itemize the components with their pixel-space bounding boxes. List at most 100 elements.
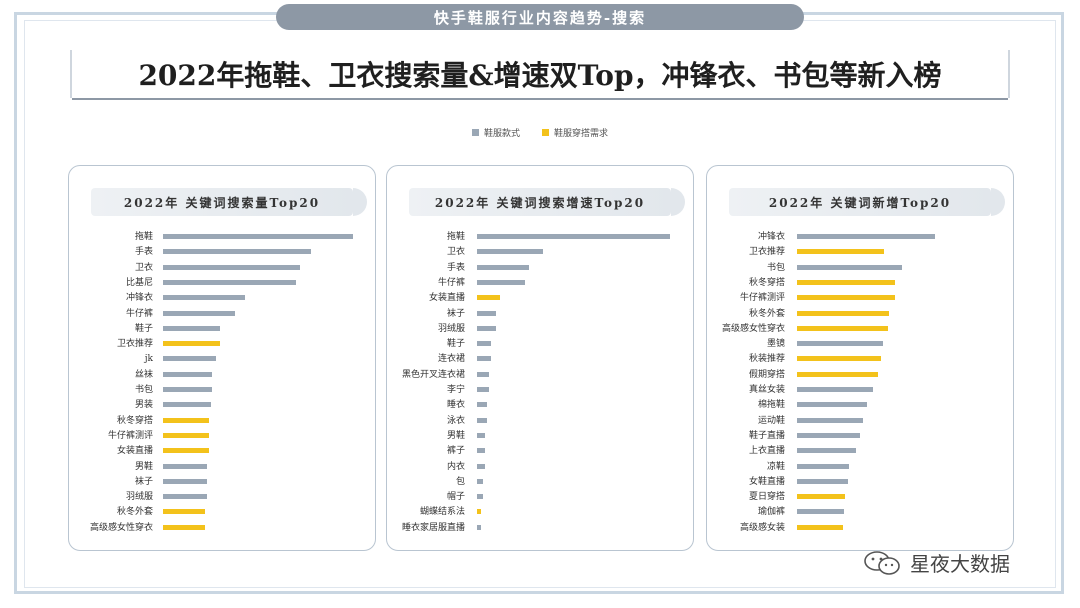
bar-label: 卫衣 [446, 247, 465, 258]
bar [477, 279, 526, 285]
bar-label: 裤子 [446, 446, 465, 457]
legend-label-style: 鞋服款式 [483, 129, 520, 139]
bar [797, 478, 849, 484]
bar [477, 387, 489, 392]
bar-label: 比基尼 [125, 277, 153, 288]
bar [797, 371, 879, 377]
bar-label: 书包 [766, 262, 785, 273]
bar-label: 女装直播 [428, 293, 465, 304]
bar [797, 524, 843, 530]
bar-label: 凉鞋 [766, 461, 785, 472]
bar-label: 睡衣家居服直播 [401, 522, 465, 533]
headline-right-edge [1008, 50, 1010, 98]
bar [477, 371, 489, 377]
bar [797, 402, 868, 408]
headline-text: 2022年拖鞋、卫衣搜索量&增速双Top，冲锋衣、书包等新入榜 [138, 59, 942, 92]
bar-label: jk [144, 354, 153, 365]
bar [163, 341, 220, 347]
chart-title-search-volume: 2022年 关键词搜索量Top20 [91, 188, 353, 216]
bar-label: 卫衣 [134, 262, 153, 273]
bar [163, 494, 207, 500]
bar [163, 279, 296, 285]
bar [797, 463, 850, 469]
bar-label: 羽绒服 [437, 323, 465, 334]
bar-label: 手表 [446, 262, 465, 273]
bar [477, 325, 497, 331]
bar [477, 249, 543, 255]
bar [797, 325, 889, 331]
bar-label: 袜子 [134, 476, 153, 487]
bar-label: 鞋子 [134, 323, 153, 334]
bar-label: 拖鞋 [446, 232, 465, 242]
bar-label: 棉拖鞋 [757, 400, 785, 411]
bar [797, 295, 895, 301]
bar [477, 356, 491, 362]
legend-swatch-demand [542, 129, 549, 136]
bar [797, 494, 846, 500]
bar [163, 249, 312, 255]
bar [477, 341, 491, 347]
bar-label: 黑色开叉连衣裙 [401, 369, 465, 380]
bar [477, 524, 481, 530]
bar-label: 书包 [134, 385, 153, 395]
legend-label-demand: 鞋服穿搭需求 [554, 129, 609, 139]
bar [477, 463, 485, 469]
legend-swatch-style [471, 129, 479, 136]
bar-label: 羽绒服 [125, 492, 153, 503]
chart-title-tail [991, 188, 1005, 216]
bar-label: 泳衣 [446, 415, 465, 426]
bar-label: 上衣直播 [748, 446, 785, 457]
bar [163, 463, 207, 469]
chart-panel-search-volume: 2022年 关键词搜索量Top20 拖鞋 手表 卫衣 比基尼 冲锋衣 牛仔裤 鞋子 卫衣推荐 j… [68, 165, 376, 551]
bar-label: 假期穿搭 [748, 369, 785, 380]
bar-label: 秋冬外套 [748, 308, 785, 319]
legend: 鞋服款式 鞋服穿搭需求 [0, 126, 1080, 139]
bar-label: 袜子 [446, 308, 465, 319]
bar [797, 279, 895, 285]
bar [797, 264, 902, 270]
bar [477, 402, 487, 408]
bar [797, 341, 883, 347]
bar-label: 帽子 [446, 492, 465, 503]
bar-label: 包 [455, 476, 465, 487]
bar-label: 睡衣 [446, 400, 465, 411]
bar [163, 417, 209, 423]
bar [163, 402, 211, 408]
bar-label: 男装 [134, 400, 153, 411]
bar [797, 509, 844, 515]
legend-item-style: 鞋服款式 [471, 126, 520, 139]
chart-panel-new-keywords: 2022年 关键词新增Top20 冲锋衣 卫衣推荐 书包 秋冬穿搭 牛仔裤测评 秋冬外套高… [706, 165, 1014, 551]
chart-title-search-growth: 2022年 关键词搜索增速Top20 [409, 188, 671, 216]
bar-label: 夏日穿搭 [748, 492, 785, 503]
bar-label: 鞋子直播 [748, 430, 785, 441]
bar [477, 234, 670, 239]
bar-label: 冲锋衣 [757, 232, 785, 242]
bar-label: 高级感女性穿衣 [721, 323, 785, 334]
bar [477, 432, 485, 438]
bar-label: 女鞋直播 [748, 476, 785, 487]
bar-label: 牛仔裤 [437, 277, 465, 288]
bar [163, 234, 353, 239]
bar-label: 手表 [134, 247, 153, 258]
headline: 2022年拖鞋、卫衣搜索量&增速双Top，冲锋衣、书包等新入榜 [72, 50, 1008, 100]
bar [797, 234, 935, 239]
bar [477, 295, 501, 301]
bar-label: 男鞋 [446, 430, 465, 441]
section-title: 快手鞋服行业内容趋势-搜索 [433, 8, 647, 27]
bar-label: 秋冬外套 [116, 507, 153, 518]
bar-label: 瑜伽裤 [757, 507, 785, 518]
bar [797, 249, 884, 255]
chart-title-text: 2022年 关键词搜索量Top20 [123, 195, 321, 210]
bar [477, 509, 481, 515]
bar [477, 478, 483, 484]
bar-label: 内衣 [446, 461, 465, 472]
bar [477, 448, 485, 454]
chart-title-text: 2022年 关键词搜索增速Top20 [434, 195, 646, 210]
bar [477, 417, 487, 423]
bar [797, 432, 861, 438]
bar-label: 运动鞋 [757, 415, 785, 426]
bar [797, 310, 890, 316]
bar-label: 蝴蝶结系法 [419, 507, 465, 518]
bar [163, 310, 236, 316]
bar [163, 448, 209, 454]
